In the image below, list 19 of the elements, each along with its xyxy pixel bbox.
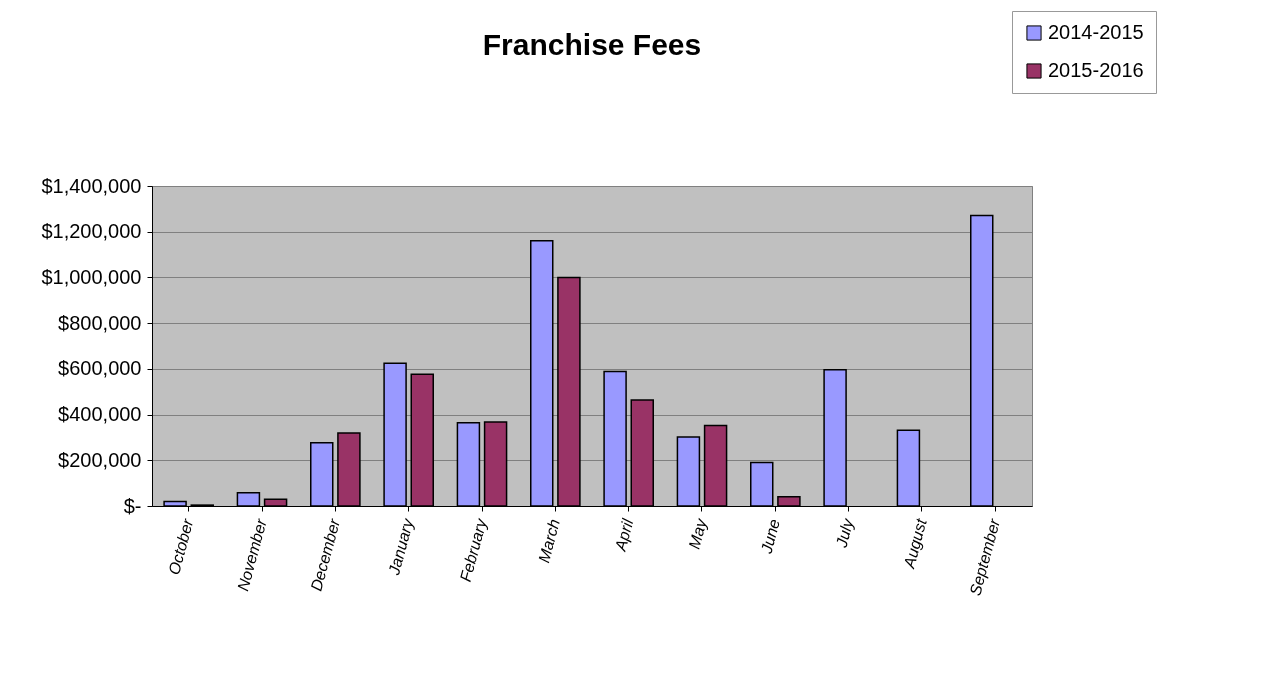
legend-label: 2015-2016: [1048, 59, 1144, 81]
x-tick-label: June: [757, 517, 784, 557]
y-tick-label: $600,000: [58, 357, 142, 380]
y-tick-label: $1,200,000: [41, 220, 142, 243]
x-tick-label: October: [165, 516, 197, 577]
x-tick-label: January: [384, 516, 417, 578]
chart-title: Franchise Fees: [482, 27, 702, 61]
y-tick-label: $400,000: [58, 403, 142, 426]
y-tick-label: $1,000,000: [41, 265, 142, 288]
x-tick-label: July: [832, 516, 857, 551]
y-tick-label: $1,400,000: [41, 174, 142, 197]
legend-label: 2014-2015: [1048, 21, 1144, 43]
x-tick-label: May: [685, 516, 710, 551]
y-tick-label: $200,000: [58, 448, 142, 471]
y-tick-label: $800,000: [58, 311, 142, 334]
x-tick-label: April: [611, 516, 637, 554]
x-tick-label: March: [535, 517, 564, 565]
y-tick-label: $-: [123, 494, 142, 517]
x-tick-label: August: [900, 516, 930, 571]
